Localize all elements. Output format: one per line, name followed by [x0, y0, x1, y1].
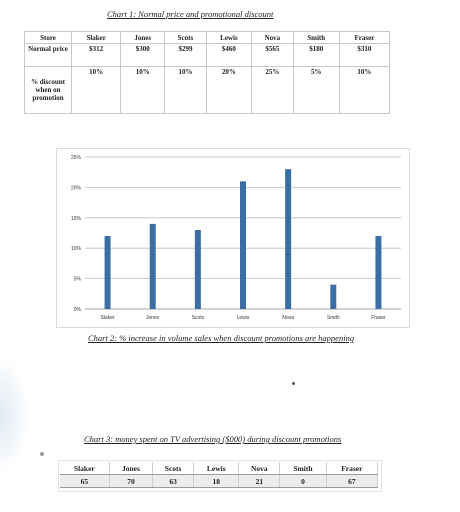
x-tick-label: Nova	[282, 315, 294, 321]
volume-sales-bar-chart: 0% 5% 10% 15% 20% 25% Slaker Jones Scots Lewis Nov…	[56, 148, 410, 328]
table3-value-cell: 0	[279, 474, 327, 488]
table1-header-cell: Jones	[120, 31, 166, 44]
x-tick-label: Scots	[192, 315, 205, 321]
y-tick-label: 0%	[74, 307, 82, 313]
chart3-caption: Chart 3: money spent on TV advertising (…	[84, 434, 342, 444]
background-glow	[0, 355, 30, 475]
table-row: Normal price $312 $300 $299 $460 $565 $1…	[24, 43, 391, 67]
y-tick-label: 5%	[74, 277, 82, 283]
table3-value-cell: 63	[152, 474, 194, 488]
x-tick-label: Lewis	[237, 315, 250, 321]
table3-header-cell: Fraser	[326, 462, 379, 475]
discount-cell: 5%	[292, 66, 340, 114]
bar-lewis	[240, 181, 246, 309]
discount-cell: 10%	[70, 66, 122, 114]
table3-header-cell: Scots	[152, 462, 194, 475]
bar-jones	[149, 223, 156, 309]
bar-scots	[194, 229, 201, 309]
table3-value-cell: 18	[193, 474, 240, 488]
discount-cell: 20%	[205, 66, 253, 114]
x-tick-label: Jones	[146, 315, 160, 321]
bar-fraser	[375, 236, 382, 309]
table1-header-cell: Nova	[251, 31, 294, 44]
y-tick-label: 20%	[71, 185, 82, 191]
table3-frame	[58, 460, 382, 492]
bar-nova	[285, 169, 292, 309]
table3-value-cell: 65	[60, 474, 110, 488]
bar-slaker	[104, 236, 111, 309]
chart1-caption: Chart 1: Normal price and promotional di…	[107, 9, 274, 19]
table-row: % discount when on promotion 10% 10% 10%…	[24, 66, 391, 114]
price-cell: $180	[292, 43, 340, 67]
y-tick-label: 15%	[71, 216, 82, 222]
table3-value-cell: 70	[109, 474, 154, 488]
table1-header-cell: Fraser	[338, 31, 391, 44]
price-cell: $299	[164, 43, 207, 67]
bar-smith	[330, 284, 337, 309]
price-cell: $312	[70, 43, 122, 67]
price-cell: $300	[120, 43, 166, 67]
discount-cell: 10%	[338, 66, 391, 114]
x-tick-label: Slaker	[100, 315, 115, 321]
discount-cell: 10%	[164, 66, 207, 114]
table-row: Slaker Jones Scots Lewis Nova Smith Fras…	[60, 462, 379, 475]
discount-cell: 10%	[120, 66, 166, 114]
bar-chart-svg: 0% 5% 10% 15% 20% 25% Slaker Jones Scots Lewis Nov…	[71, 155, 401, 321]
x-tick-label: Fraser	[371, 315, 386, 321]
table3-value-cell: 21	[238, 474, 281, 488]
price-cell: $565	[251, 43, 294, 67]
y-tick-label: 25%	[71, 155, 82, 161]
table3-header-cell: Slaker	[60, 462, 110, 475]
table1-header-cell: Slaker	[70, 31, 122, 44]
row-label-discount: % discount when on promotion	[24, 66, 72, 114]
stray-dot	[292, 382, 295, 385]
table3-header-cell: Lewis	[193, 462, 240, 475]
table1-header-cell: Lewis	[205, 31, 253, 44]
price-cell: $460	[205, 43, 253, 67]
table3-header-cell: Nova	[238, 462, 281, 475]
discount-cell: 25%	[251, 66, 294, 114]
price-discount-table: Store Slaker Jones Scots Lewis Nova Smit…	[24, 31, 391, 114]
tv-advertising-table: Slaker Jones Scots Lewis Nova Smith Fras…	[60, 462, 379, 488]
chart2-caption: Chart 2: % increase in volume sales when…	[88, 333, 355, 343]
table1-header-cell: Smith	[292, 31, 340, 44]
table3-header-cell: Smith	[279, 462, 327, 475]
table3-header-cell: Jones	[109, 462, 154, 475]
table1-header-cell: Store	[24, 31, 72, 44]
row-label-normal-price: Normal price	[24, 43, 72, 67]
table3-value-cell: 67	[326, 474, 379, 488]
y-tick-label: 10%	[71, 246, 82, 252]
table-handle-icon	[40, 452, 44, 456]
table1-header-cell: Scots	[164, 31, 207, 44]
price-cell: $310	[338, 43, 391, 67]
table-row: 65 70 63 18 21 0 67	[60, 474, 379, 488]
x-tick-label: Smith	[327, 315, 340, 321]
